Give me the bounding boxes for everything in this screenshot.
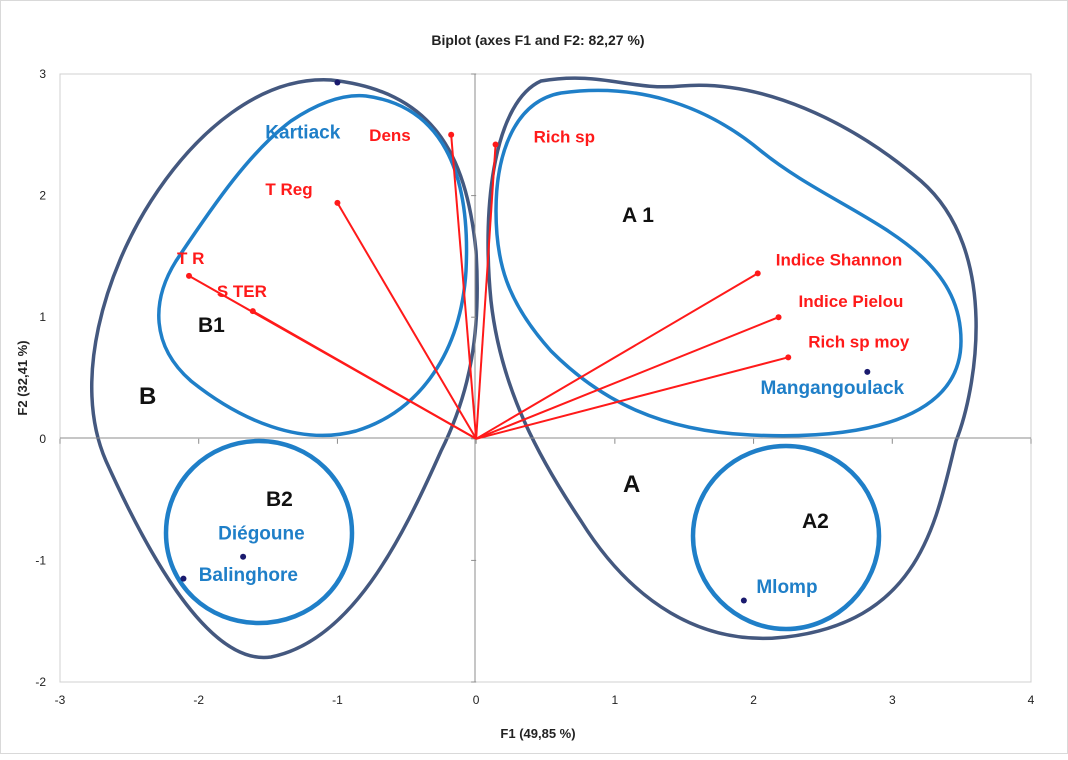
- group-label-a: A: [623, 471, 640, 498]
- group-label-a1: A 1: [622, 204, 654, 227]
- variable-point: [775, 314, 782, 321]
- variable-vector: [475, 144, 497, 439]
- x-tick-label: 1: [612, 693, 619, 707]
- variable-vector: [336, 202, 478, 440]
- variable-label: T Reg: [265, 180, 312, 199]
- x-tick-label: 0: [473, 693, 480, 707]
- variable-label: Rich sp moy: [808, 332, 910, 351]
- variable-point: [334, 199, 341, 206]
- observation-points: Kartiack Mangangoulack Diégoune Balinghore M…: [180, 79, 905, 604]
- variable-label: Dens: [369, 126, 411, 145]
- y-tick-label: 3: [39, 67, 46, 81]
- observation-label: Kartiack: [265, 122, 340, 143]
- x-axis-title: F1 (49,85 %): [500, 726, 575, 741]
- variable-point: [785, 354, 792, 361]
- y-tick-label: 0: [39, 432, 46, 446]
- variable-label: Indice Shannon: [776, 250, 903, 269]
- contour-group-b1: [157, 93, 469, 438]
- y-axis-title: F2 (32,41 %): [15, 340, 30, 415]
- x-tick-label: -2: [193, 693, 204, 707]
- observation-point: [240, 553, 247, 560]
- observation-point: [180, 575, 187, 582]
- x-tick-label: 2: [750, 693, 757, 707]
- observation-label: Mangangoulack: [761, 378, 905, 399]
- group-label-b2: B2: [266, 488, 293, 511]
- y-tick-label: 2: [39, 189, 46, 203]
- observation-point: [740, 597, 747, 604]
- chart-title: Biplot (axes F1 and F2: 82,27 %): [431, 32, 644, 48]
- variable-point: [249, 308, 256, 315]
- variable-label: T R: [177, 249, 204, 268]
- variable-point: [448, 131, 455, 138]
- variable-point: [754, 270, 761, 277]
- variable-vector: [475, 316, 779, 440]
- variable-label: S TER: [217, 282, 267, 301]
- variable-point: [492, 141, 499, 148]
- axis-ticks: -3 -2 -1 0 1 2 3 4 -2 -1 0 1 2 3: [35, 67, 1034, 707]
- variable-vector: [252, 310, 477, 440]
- contour-group-a: [486, 76, 978, 640]
- x-tick-label: 4: [1028, 693, 1035, 707]
- variable-vector: [475, 356, 789, 440]
- variable-vector: [475, 272, 759, 440]
- variable-label: Rich sp: [534, 128, 595, 147]
- contour-group-a1: [494, 88, 963, 438]
- y-tick-label: -2: [35, 675, 46, 689]
- observation-label: Balinghore: [199, 565, 298, 586]
- x-tick-label: 3: [889, 693, 896, 707]
- observation-label: Mlomp: [756, 577, 817, 598]
- variable-vectors: T R S TER T Reg Dens Rich sp Indice Shannon In…: [177, 126, 910, 440]
- group-contours: [90, 76, 978, 660]
- variable-vector: [450, 134, 478, 439]
- variable-point: [186, 272, 193, 279]
- plot-area-border: [59, 73, 1032, 683]
- x-tick-label: -3: [55, 693, 66, 707]
- contour-group-a2: [690, 443, 882, 632]
- y-tick-label: 1: [39, 310, 46, 324]
- group-label-a2: A2: [802, 510, 829, 533]
- observation-point: [334, 79, 341, 86]
- y-tick-label: -1: [35, 553, 46, 567]
- contour-group-b: [90, 78, 479, 660]
- x-tick-label: -1: [332, 693, 343, 707]
- group-label-b: B: [139, 383, 156, 410]
- contour-group-b2: [163, 438, 355, 626]
- observation-label: Diégoune: [218, 524, 305, 545]
- group-label-b1: B1: [198, 314, 225, 337]
- variable-label: Indice Pielou: [799, 292, 904, 311]
- observation-point: [864, 368, 871, 375]
